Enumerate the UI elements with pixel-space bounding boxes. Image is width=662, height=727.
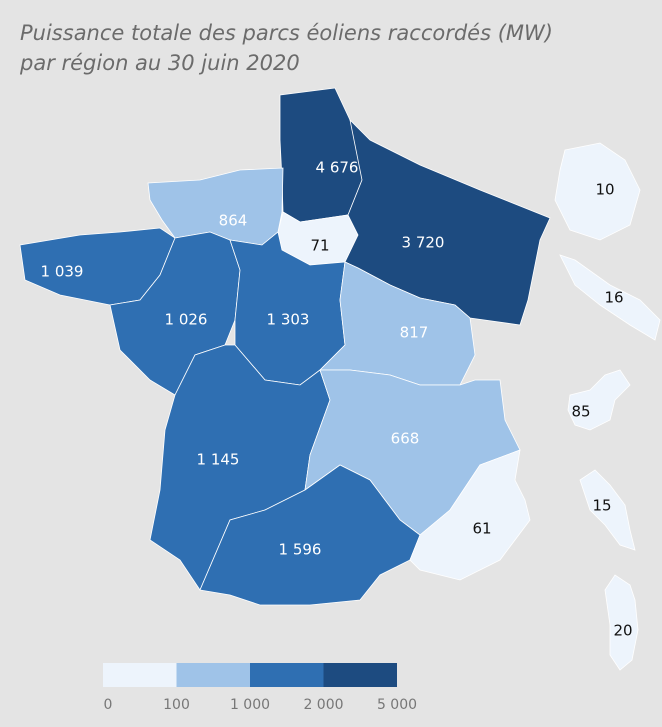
region-value: 864 bbox=[219, 212, 248, 230]
region-value: 1 303 bbox=[267, 311, 310, 329]
region bbox=[567, 369, 631, 431]
legend-tick-label: 2 000 bbox=[303, 697, 343, 713]
title-line: Puissance totale des parcs éoliens racco… bbox=[20, 21, 553, 45]
region-value: 1 039 bbox=[41, 263, 84, 281]
region-value: 16 bbox=[604, 289, 623, 307]
legend-swatch bbox=[323, 663, 397, 687]
region-value: 1 026 bbox=[165, 311, 208, 329]
regions bbox=[19, 87, 661, 671]
legend-tick-label: 100 bbox=[163, 697, 190, 713]
region bbox=[554, 142, 641, 241]
legend-swatch bbox=[250, 663, 324, 687]
region-value: 85 bbox=[571, 403, 590, 421]
region-value: 15 bbox=[592, 497, 611, 515]
region bbox=[409, 449, 531, 581]
legend-swatch bbox=[103, 663, 177, 687]
region-value: 3 720 bbox=[402, 234, 445, 252]
region-value: 817 bbox=[400, 324, 429, 342]
region-value: 20 bbox=[613, 622, 632, 640]
region-value: 1 596 bbox=[279, 541, 322, 559]
region-value: 1 145 bbox=[197, 451, 240, 469]
legend-swatch bbox=[176, 663, 250, 687]
region-value: 10 bbox=[595, 181, 614, 199]
title-line: par région au 30 juin 2020 bbox=[19, 51, 300, 75]
legend-tick-label: 1 000 bbox=[230, 697, 270, 713]
region bbox=[579, 469, 636, 551]
region-value: 71 bbox=[310, 237, 329, 255]
region-value: 668 bbox=[391, 430, 420, 448]
region-value: 61 bbox=[472, 520, 491, 538]
legend: 0 100 1 000 2 000 5 000 bbox=[103, 663, 417, 713]
legend-tick-label: 0 bbox=[104, 697, 113, 713]
region-value: 4 676 bbox=[316, 159, 359, 177]
legend-tick-label: 5 000 bbox=[377, 697, 417, 713]
region bbox=[604, 574, 639, 671]
region bbox=[199, 464, 421, 606]
region bbox=[559, 254, 661, 341]
region-labels: 4 676 71 864 3 720 1 039 1 026 1 303 817 1 145 66… bbox=[41, 159, 633, 640]
